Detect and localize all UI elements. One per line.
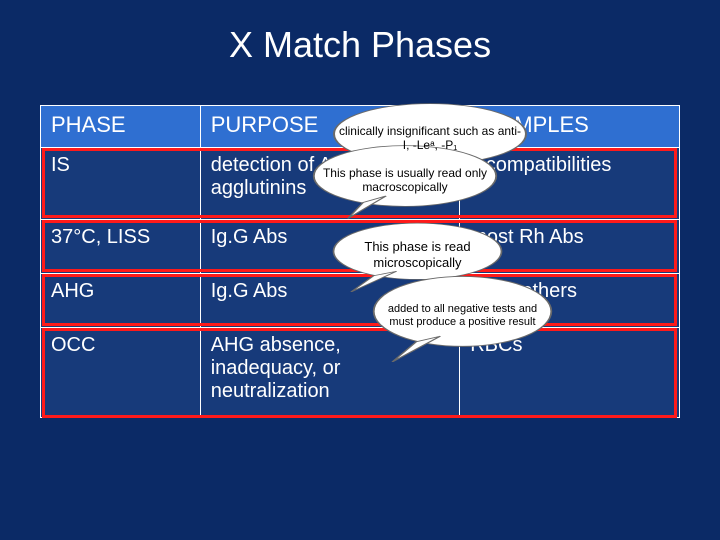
callout-text: This phase is read microscopically — [336, 239, 499, 270]
cell-phase: 37°C, LISS — [41, 220, 201, 274]
col-phase: PHASE — [41, 106, 201, 148]
slide: X Match Phases PHASE PURPOSE EXAMPLES IS… — [0, 0, 720, 540]
callout-text: added to all negative tests and must pro… — [376, 303, 549, 329]
cell-phase: IS — [41, 148, 201, 220]
table-row: OCC AHG absence, inadequacy, or neutrali… — [41, 328, 680, 418]
callout-text: clinically insignificant such as anti-I,… — [336, 124, 524, 153]
callout-text: This phase is usually read only macrosco… — [316, 166, 494, 195]
cell-phase: AHG — [41, 274, 201, 328]
cell-phase: OCC — [41, 328, 201, 418]
page-title: X Match Phases — [0, 24, 720, 66]
callout-bubble: added to all negative tests and must pro… — [370, 270, 555, 362]
